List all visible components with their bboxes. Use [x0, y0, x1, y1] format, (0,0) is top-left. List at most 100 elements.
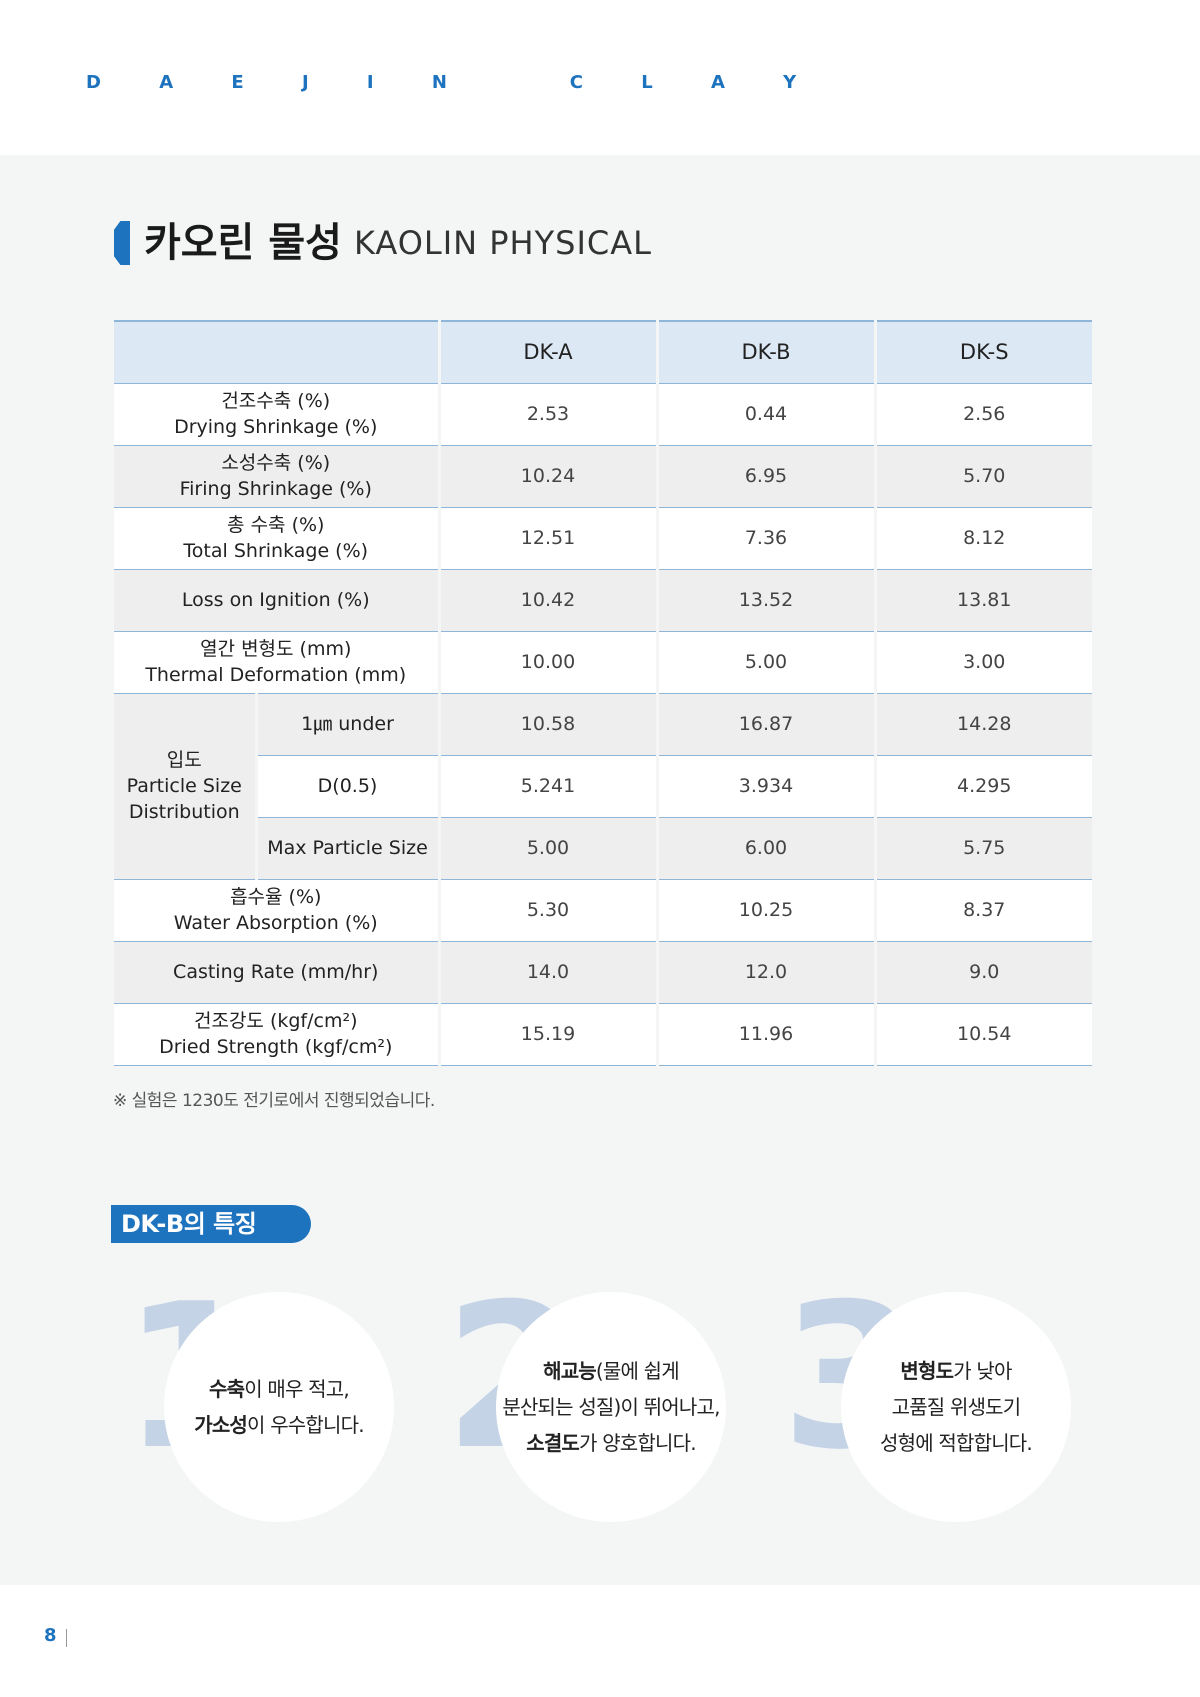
feature-line-emphasis: 수축 [209, 1377, 245, 1401]
feature-line-rest: 고품질 위생도기 [891, 1395, 1022, 1419]
features-title-badge: DK-B의 특징 [111, 1205, 311, 1243]
table-header-row: DK-A DK-B DK-S [114, 320, 1092, 384]
cell-dk-b: 0.44 [655, 383, 875, 446]
header-blank [114, 320, 439, 384]
row-label-ko: 열간 변형도 (mm) [200, 638, 352, 660]
header-dk-s: DK-S [873, 320, 1092, 384]
row-label-ko: 건조강도 (kgf/cm²) [193, 1010, 358, 1032]
cell-dk-b: 12.0 [655, 941, 875, 1004]
cell-dk-s: 8.37 [873, 879, 1092, 942]
psd-label-en-2: Distribution [128, 801, 240, 823]
table-row: Max Particle Size 5.00 6.00 5.75 [114, 817, 1092, 880]
row-label-ko: 총 수축 (%) [227, 514, 325, 536]
feature-line: 고품질 위생도기 [880, 1389, 1032, 1425]
feature-line: 소결도가 양호합니다. [502, 1425, 719, 1461]
feature-line-rest: 이 우수합니다. [247, 1413, 365, 1437]
section-heading: 카오린 물성 KAOLIN PHYSICAL [114, 218, 652, 268]
cell-dk-a: 14.0 [437, 941, 657, 1004]
psd-label-ko: 입도 [166, 749, 202, 771]
cell-dk-a: 15.19 [437, 1003, 657, 1066]
cell-dk-a: 10.00 [437, 631, 657, 694]
row-label-en: Dried Strength (kgf/cm²) [159, 1036, 393, 1058]
header-band: D A E J I N C L A Y [0, 0, 1200, 155]
row-label: Casting Rate (mm/hr) [114, 941, 439, 1004]
cell-dk-s: 2.56 [873, 383, 1092, 446]
row-label-en: Total Shrinkage (%) [183, 540, 369, 562]
feature-line: 성형에 적합합니다. [880, 1425, 1033, 1461]
feature-line-emphasis: 해교능 [543, 1359, 597, 1383]
cell-dk-a: 10.42 [437, 569, 657, 632]
table-row: 건조수축 (%) Drying Shrinkage (%) 2.53 0.44 2… [114, 383, 1092, 446]
feature-line-emphasis: 변형도 [900, 1359, 954, 1383]
cell-dk-s: 4.295 [873, 755, 1092, 818]
feature-item-1: 1 수축이 매우 적고, 가소성이 우수합니다. [120, 1278, 394, 1540]
header-dk-b: DK-B [655, 320, 875, 384]
feature-line-rest: 분산되는 성질)이 뛰어나고, [502, 1395, 720, 1419]
psd-group-label: 입도 Particle Size Distribution [114, 693, 256, 880]
cell-dk-s: 8.12 [873, 507, 1092, 570]
feature-line-rest: 가 양호합니다. [579, 1431, 697, 1455]
page-number: 8 [44, 1625, 57, 1646]
row-label: 열간 변형도 (mm) Thermal Deformation (mm) [114, 631, 439, 694]
row-label: Loss on Ignition (%) [114, 569, 439, 632]
row-label-en: Thermal Deformation (mm) [145, 664, 407, 686]
cell-dk-s: 10.54 [873, 1003, 1092, 1066]
row-label-ko: 건조수축 (%) [221, 390, 331, 412]
test-note: ※ 실험은 1230도 전기로에서 진행되었습니다. [113, 1091, 435, 1111]
table-row: 입도 Particle Size Distribution 1㎛ under 1… [114, 693, 1092, 880]
row-label: 건조수축 (%) Drying Shrinkage (%) [114, 383, 439, 446]
cell-dk-b: 6.00 [655, 817, 875, 880]
table-row: Loss on Ignition (%) 10.42 13.52 13.81 [114, 569, 1092, 632]
feature-text: 수축이 매우 적고, 가소성이 우수합니다. [194, 1371, 364, 1443]
feature-line-rest: (물에 쉽게 [595, 1359, 680, 1383]
psd-sub-label: Max Particle Size [254, 817, 439, 880]
feature-circle: 수축이 매우 적고, 가소성이 우수합니다. [164, 1292, 394, 1522]
feature-line: 분산되는 성질)이 뛰어나고, [502, 1389, 720, 1425]
cell-dk-a: 5.30 [437, 879, 657, 942]
cell-dk-s: 5.75 [873, 817, 1092, 880]
psd-sub-label: 1㎛ under [254, 693, 439, 756]
feature-line-emphasis: 가소성 [194, 1413, 248, 1437]
table-row: 건조강도 (kgf/cm²) Dried Strength (kgf/cm²) 1… [114, 1003, 1092, 1066]
cell-dk-a: 2.53 [437, 383, 657, 446]
row-label: 건조강도 (kgf/cm²) Dried Strength (kgf/cm²) [114, 1003, 439, 1066]
feature-line-emphasis: 소결도 [526, 1431, 580, 1455]
cell-dk-a: 5.241 [437, 755, 657, 818]
feature-item-2: 2 해교능(물에 쉽게 분산되는 성질)이 뛰어나고, 소결도가 양호합니다. [444, 1278, 726, 1540]
feature-line: 해교능(물에 쉽게 [502, 1353, 719, 1389]
cell-dk-b: 16.87 [655, 693, 875, 756]
feature-text: 변형도가 낮아 고품질 위생도기 성형에 적합합니다. [880, 1353, 1033, 1461]
cell-dk-a: 10.58 [437, 693, 657, 756]
feature-line: 가소성이 우수합니다. [194, 1407, 364, 1443]
cell-dk-b: 7.36 [655, 507, 875, 570]
row-label: 총 수축 (%) Total Shrinkage (%) [114, 507, 439, 570]
row-label: 소성수축 (%) Firing Shrinkage (%) [114, 445, 439, 508]
cell-dk-s: 9.0 [873, 941, 1092, 1004]
feature-line-rest: 이 매우 적고, [244, 1377, 349, 1401]
table-row: 열간 변형도 (mm) Thermal Deformation (mm) 10.0… [114, 631, 1092, 694]
cell-dk-b: 3.934 [655, 755, 875, 818]
table-row: 총 수축 (%) Total Shrinkage (%) 12.51 7.36 8… [114, 507, 1092, 570]
cell-dk-a: 5.00 [437, 817, 657, 880]
feature-text: 해교능(물에 쉽게 분산되는 성질)이 뛰어나고, 소결도가 양호합니다. [502, 1353, 720, 1461]
feature-line: 수축이 매우 적고, [194, 1371, 364, 1407]
feature-line-rest: 가 낮아 [953, 1359, 1012, 1383]
feature-item-3: 3 변형도가 낮아 고품질 위생도기 성형에 적합합니다. [781, 1278, 1071, 1540]
brand-logo-text: D A E J I N C L A Y [86, 72, 823, 93]
feature-line: 변형도가 낮아 [880, 1353, 1032, 1389]
cell-dk-s: 3.00 [873, 631, 1092, 694]
row-label-ko: 소성수축 (%) [221, 452, 331, 474]
section-title-en: KAOLIN PHYSICAL [353, 224, 652, 262]
cell-dk-b: 13.52 [655, 569, 875, 632]
feature-circle: 변형도가 낮아 고품질 위생도기 성형에 적합합니다. [841, 1292, 1071, 1522]
cell-dk-s: 14.28 [873, 693, 1092, 756]
cell-dk-b: 11.96 [655, 1003, 875, 1066]
psd-label-en-1: Particle Size [126, 775, 242, 797]
cell-dk-b: 10.25 [655, 879, 875, 942]
row-label-en: Casting Rate (mm/hr) [173, 961, 379, 983]
cell-dk-s: 13.81 [873, 569, 1092, 632]
table-row: 소성수축 (%) Firing Shrinkage (%) 10.24 6.95 … [114, 445, 1092, 508]
row-label-en: Water Absorption (%) [173, 912, 378, 934]
heading-marker-icon [114, 221, 130, 265]
psd-sub-label: D(0.5) [254, 755, 439, 818]
